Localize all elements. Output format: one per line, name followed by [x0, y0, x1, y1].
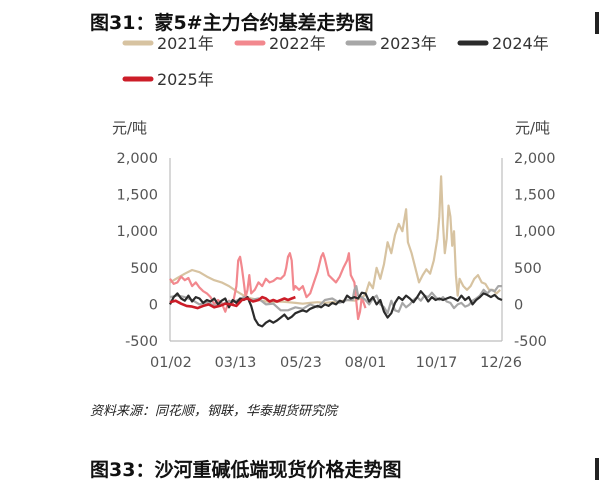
- chart-axes: [169, 158, 503, 342]
- left-unit-label: 元/吨: [112, 119, 147, 137]
- next-figure-title: 图33：沙河重碱低端现货价格走势图: [90, 459, 402, 481]
- right-y-tick-label: 0: [514, 297, 523, 313]
- source-note: 资料来源：同花顺，钢联，华泰期货研究院: [90, 404, 338, 419]
- series-line-3: [169, 290, 503, 328]
- left-y-tick-label: 2,000: [116, 151, 158, 167]
- left-y-tick-label: 0: [149, 297, 158, 313]
- left-y-tick-label: 1,000: [116, 224, 158, 240]
- chart-legend: 2021年 2022年 2023年 2024年 2025年: [122, 34, 549, 89]
- left-y-tick-label: 1,500: [116, 188, 158, 204]
- legend-label-1: 2022年: [269, 34, 326, 53]
- series-layer: [169, 175, 503, 328]
- right-y-tick-label: -500: [514, 334, 547, 350]
- legend-label-4: 2025年: [157, 70, 214, 89]
- x-tick-label: 01/02: [150, 355, 192, 371]
- left-y-tick-label: 500: [130, 261, 158, 277]
- figure-title: 图31：蒙5#主力合约基差走势图: [90, 12, 374, 34]
- series-line-1: [169, 252, 367, 321]
- legend-label-0: 2021年: [157, 34, 214, 53]
- left-y-tick-label: -500: [125, 334, 158, 350]
- right-y-tick-label: 500: [514, 261, 542, 277]
- right-y-tick-label: 1,000: [514, 224, 556, 240]
- legend-label-3: 2024年: [492, 34, 549, 53]
- right-y-tick-label: 1,500: [514, 188, 556, 204]
- x-tick-label: 03/13: [215, 355, 257, 371]
- right-edge-marker-bottom: [595, 458, 599, 480]
- ticks-layer: 2,000 2,000 1,500 1,500 1,000 1,000 500 500 0 0 -5…: [116, 151, 555, 371]
- x-tick-label: 08/01: [345, 355, 387, 371]
- right-y-tick-label: 2,000: [514, 151, 556, 167]
- series-line-2: [169, 285, 502, 315]
- legend-label-2: 2023年: [380, 34, 437, 53]
- x-tick-label: 12/26: [480, 355, 522, 371]
- right-unit-label: 元/吨: [515, 119, 550, 137]
- x-tick-label: 10/17: [416, 355, 458, 371]
- series-line-4: [169, 295, 296, 310]
- x-tick-label: 05/23: [280, 355, 322, 371]
- series-line-0: [169, 175, 501, 305]
- right-edge-marker: [595, 12, 599, 34]
